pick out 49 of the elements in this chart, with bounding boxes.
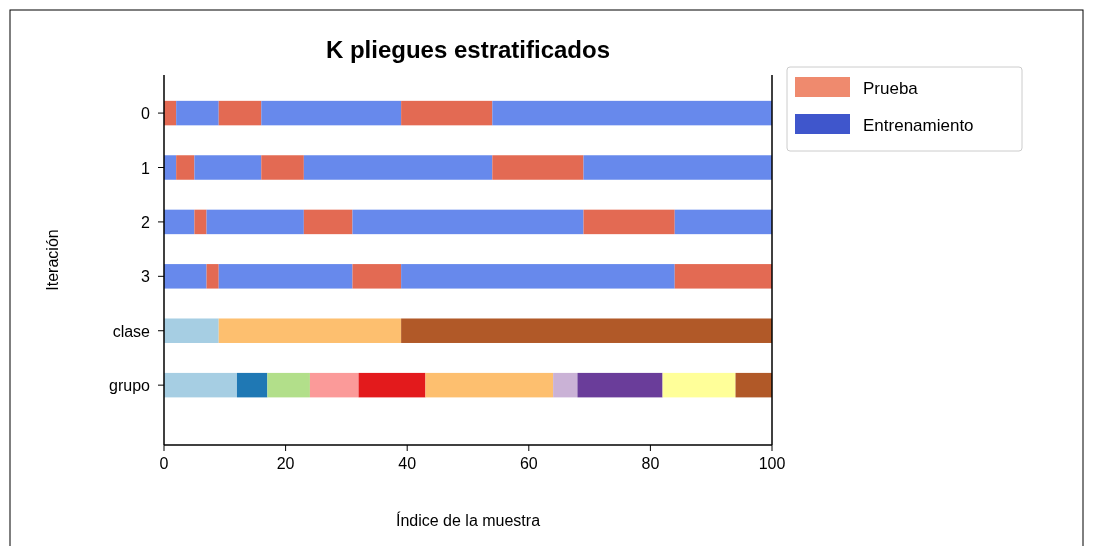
- x-tick-label: 100: [758, 455, 786, 472]
- bar: [309, 372, 359, 398]
- bar: [236, 372, 268, 398]
- x-tick-label: 20: [276, 455, 295, 472]
- bar: [206, 264, 219, 289]
- bar: [492, 155, 584, 180]
- bar: [164, 372, 237, 398]
- chart-title: K pliegues estratificados: [325, 36, 611, 63]
- bar: [218, 318, 402, 343]
- bar: [352, 264, 402, 289]
- x-tick-label: 0: [159, 455, 169, 472]
- y-tick-label: 1: [141, 159, 151, 177]
- bar: [401, 264, 675, 289]
- bar: [425, 372, 554, 398]
- bar: [176, 155, 195, 180]
- bar: [352, 209, 584, 235]
- bar: [261, 155, 304, 180]
- y-tick-label: 3: [141, 268, 151, 286]
- y-tick-label: 0: [141, 105, 151, 123]
- bar: [674, 264, 772, 289]
- bar: [553, 372, 578, 398]
- bar: [662, 372, 736, 398]
- y-tick-label: 2: [141, 213, 151, 231]
- bar: [358, 372, 426, 398]
- bar: [164, 209, 195, 235]
- bar: [267, 372, 310, 398]
- y-tick-label: clase: [112, 322, 151, 340]
- bar: [577, 372, 663, 398]
- bar: [303, 209, 353, 235]
- bar: [164, 155, 177, 180]
- bar: [164, 318, 219, 343]
- bar: [303, 155, 493, 180]
- bar: [583, 209, 675, 235]
- bar: [206, 209, 304, 235]
- x-axis-title: Índice de la muestra: [395, 511, 541, 529]
- bar: [735, 372, 772, 398]
- bar: [218, 264, 353, 289]
- x-tick-label: 40: [398, 455, 417, 472]
- x-tick-label: 80: [641, 455, 660, 472]
- bar: [164, 264, 207, 289]
- y-tick-label: grupo: [109, 377, 151, 395]
- legend-label: Entrenamiento: [863, 116, 974, 135]
- bar: [194, 209, 207, 235]
- x-tick-label: 60: [519, 455, 538, 472]
- bar: [674, 209, 772, 235]
- bar: [194, 155, 262, 180]
- legend-label: Prueba: [863, 79, 919, 98]
- y-axis-title: Iteración: [44, 229, 61, 291]
- bar: [583, 155, 772, 180]
